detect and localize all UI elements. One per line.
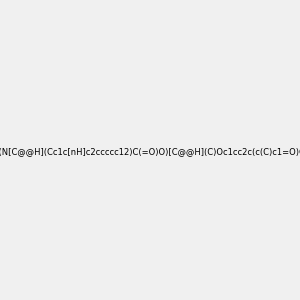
Text: O=C(N[C@@H](Cc1c[nH]c2ccccc12)C(=O)O)[C@@H](C)Oc1cc2c(c(C)c1=O)CCCC2: O=C(N[C@@H](Cc1c[nH]c2ccccc12)C(=O)O)[C@…	[0, 147, 300, 156]
